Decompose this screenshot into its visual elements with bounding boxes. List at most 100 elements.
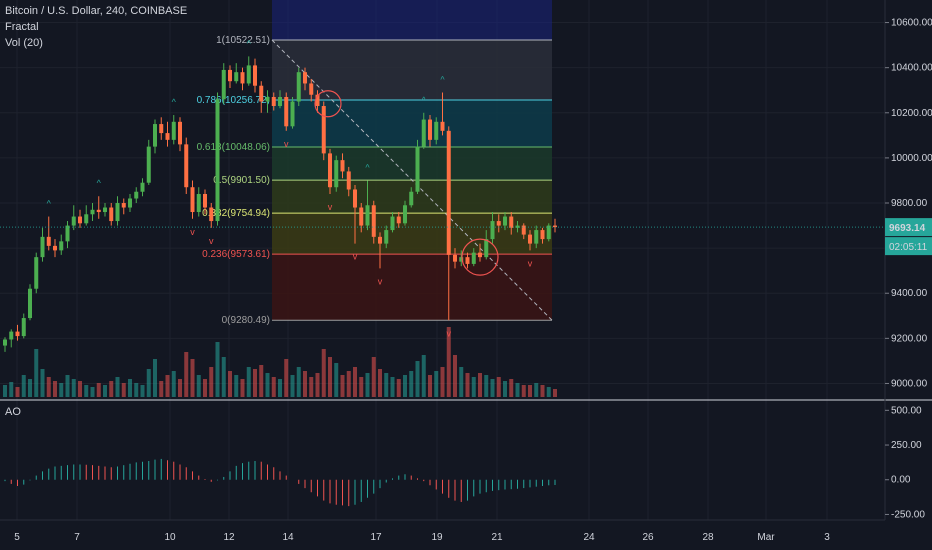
fib-zone bbox=[272, 40, 552, 100]
candle-body bbox=[221, 69, 226, 100]
volume-bar bbox=[96, 383, 101, 397]
volume-bar bbox=[234, 375, 239, 397]
candle-body bbox=[415, 146, 420, 192]
volume-indicator-legend[interactable]: Vol (20) bbox=[5, 37, 43, 49]
fractal-up-marker: ^ bbox=[97, 178, 102, 188]
volume-bar bbox=[421, 355, 426, 397]
fib-level-label: 0(9280.49) bbox=[222, 315, 270, 326]
fib-trend-line bbox=[271, 39, 553, 321]
candle-body bbox=[396, 216, 401, 224]
candle-body bbox=[478, 252, 482, 258]
volume-bar bbox=[459, 367, 464, 397]
volume-bar bbox=[9, 382, 14, 397]
volume-bar bbox=[165, 375, 170, 397]
time-tick-label: 14 bbox=[282, 532, 294, 543]
volume-bar bbox=[240, 379, 245, 397]
volume-bar bbox=[415, 361, 420, 397]
ao-indicator-legend[interactable]: AO bbox=[5, 406, 21, 418]
candle-body bbox=[259, 85, 264, 102]
candle-body bbox=[509, 216, 514, 228]
candle-body bbox=[453, 254, 457, 262]
candle-body bbox=[178, 121, 182, 145]
candle-body bbox=[328, 153, 332, 188]
volume-bar bbox=[90, 387, 95, 397]
volume-bar bbox=[478, 373, 482, 397]
volume-bar bbox=[440, 367, 445, 397]
time-tick-label: 7 bbox=[74, 532, 80, 543]
candle-body bbox=[434, 121, 439, 140]
candle-body bbox=[96, 209, 101, 213]
volume-bar bbox=[121, 383, 126, 397]
fractal-up-marker: ^ bbox=[47, 199, 52, 209]
fractal-indicator-legend[interactable]: Fractal bbox=[5, 21, 39, 33]
candle-body bbox=[53, 245, 57, 251]
candle-body bbox=[546, 225, 551, 240]
symbol-legend[interactable]: Bitcoin / U.S. Dollar, 240, COINBASE bbox=[5, 5, 188, 17]
candle-body bbox=[340, 160, 345, 172]
volume-bar bbox=[553, 389, 557, 397]
volume-bar bbox=[403, 375, 407, 397]
time-tick-label: 19 bbox=[431, 532, 443, 543]
volume-bar bbox=[184, 352, 189, 397]
time-tick-label: 24 bbox=[583, 532, 595, 543]
volume-bar bbox=[140, 385, 145, 397]
candle-body bbox=[271, 96, 276, 107]
candle-body bbox=[359, 207, 364, 226]
candle-body bbox=[346, 171, 351, 190]
price-tick-label: 9000.00 bbox=[891, 378, 928, 389]
volume-bar bbox=[246, 367, 251, 397]
volume-bar bbox=[278, 379, 282, 397]
candle-body bbox=[65, 225, 70, 242]
volume-bar bbox=[265, 373, 270, 397]
volume-bar bbox=[390, 377, 395, 397]
last-price-badge bbox=[885, 218, 932, 237]
candle-body bbox=[365, 205, 370, 226]
volume-bar bbox=[296, 367, 301, 397]
candle-body bbox=[484, 239, 489, 258]
candle-body bbox=[428, 119, 432, 140]
highlight-circle bbox=[461, 238, 499, 276]
fib-level-label: 0.236(9573.61) bbox=[202, 249, 270, 260]
candle-body bbox=[46, 236, 51, 246]
candle-body bbox=[459, 257, 464, 262]
volume-bar bbox=[196, 375, 201, 397]
candle-body bbox=[71, 216, 76, 226]
candle-body bbox=[390, 216, 395, 231]
candle-body bbox=[3, 339, 7, 346]
candle-body bbox=[34, 257, 39, 289]
volume-bar bbox=[353, 367, 357, 397]
countdown-text: 02:05:11 bbox=[889, 242, 928, 253]
volume-bar bbox=[115, 377, 120, 397]
volume-bar bbox=[340, 375, 345, 397]
time-tick-label: 28 bbox=[702, 532, 714, 543]
price-tick-label: 10000.00 bbox=[891, 153, 932, 164]
candle-body bbox=[403, 205, 407, 224]
candle-body bbox=[103, 207, 107, 213]
candle-body bbox=[234, 72, 239, 82]
volume-bar bbox=[434, 371, 439, 397]
candle-body bbox=[528, 234, 532, 244]
volume-bar bbox=[484, 375, 489, 397]
volume-bar bbox=[428, 375, 432, 397]
volume-bar bbox=[509, 379, 514, 397]
volume-bar bbox=[271, 377, 276, 397]
volume-bar bbox=[309, 377, 314, 397]
volume-bar bbox=[46, 377, 51, 397]
volume-bar bbox=[359, 377, 364, 397]
price-tick-label: 10400.00 bbox=[891, 63, 932, 74]
candle-body bbox=[246, 65, 251, 84]
volume-bar bbox=[503, 381, 507, 397]
volume-bar bbox=[209, 367, 214, 397]
fractal-up-marker: ^ bbox=[172, 97, 177, 107]
candle-body bbox=[90, 209, 95, 215]
volume-bar bbox=[78, 381, 82, 397]
candle-body bbox=[159, 124, 164, 134]
volume-bar bbox=[303, 371, 307, 397]
candle-body bbox=[171, 121, 176, 140]
fib-level-label: 0.618(10048.06) bbox=[197, 142, 270, 153]
volume-bar bbox=[21, 375, 26, 397]
fib-zone bbox=[272, 99, 552, 148]
time-tick-label: 5 bbox=[14, 532, 20, 543]
